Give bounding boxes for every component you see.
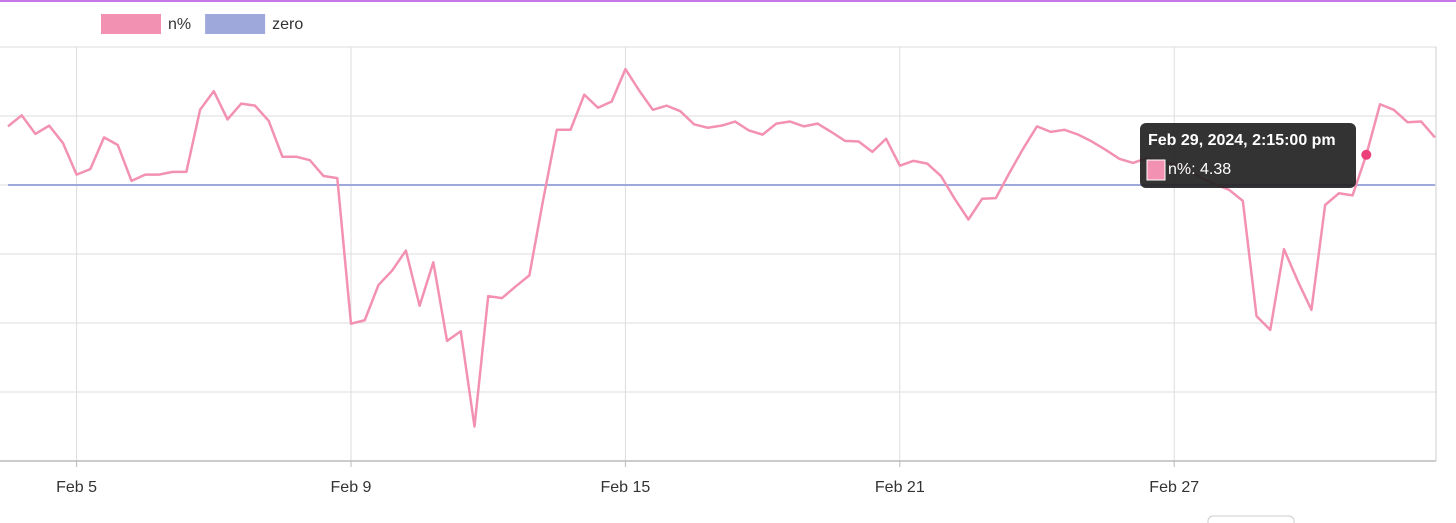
legend-swatch (101, 14, 161, 34)
x-tick-label: Feb 21 (875, 479, 925, 496)
tooltip-swatch (1146, 159, 1166, 181)
legend-swatch (205, 14, 266, 34)
top-border (0, 0, 1456, 2)
legend-label: n% (168, 16, 191, 33)
tooltip-box (1140, 123, 1356, 188)
tooltip: Feb 29, 2024, 2:15:00 pm n%: 4.38 (1140, 123, 1356, 188)
x-tick-label: Feb 9 (331, 479, 372, 496)
tooltip-text: n%: 4.38 (1168, 161, 1231, 178)
hover-point (1361, 149, 1372, 160)
tooltip-title: Feb 29, 2024, 2:15:00 pm (1148, 132, 1336, 149)
x-tick-label: Feb 27 (1149, 479, 1199, 496)
series-line (7, 67, 1436, 428)
x-tick-label: Feb 15 (601, 479, 651, 496)
corner-button (1207, 515, 1295, 523)
x-tick-label: Feb 5 (56, 479, 97, 496)
legend-label: zero (272, 16, 303, 33)
